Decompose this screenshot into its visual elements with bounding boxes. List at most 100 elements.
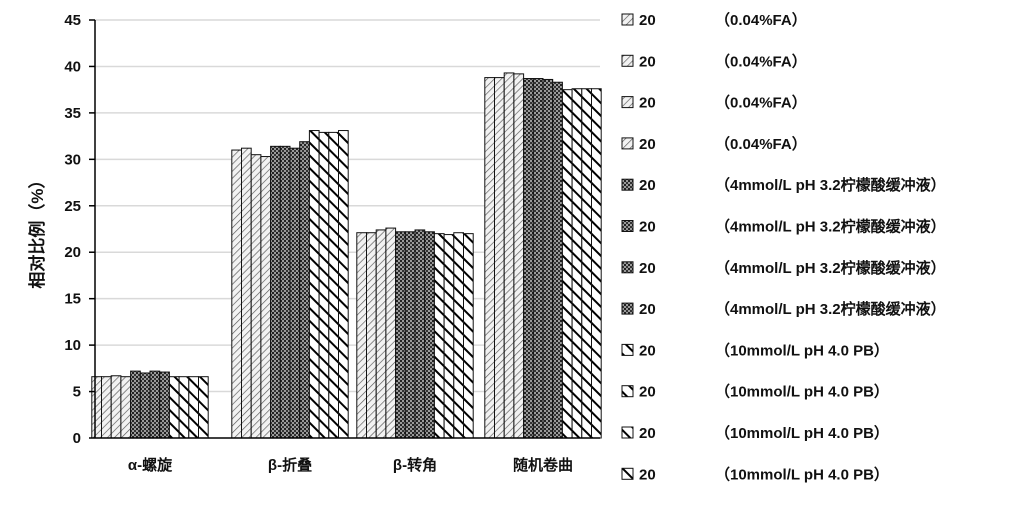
legend-swatch xyxy=(621,178,634,191)
category-label: β-折叠 xyxy=(268,456,312,474)
legend: 20 （0.04%FA） 20 （0.04%FA） 20 （0.04%FA） 20 （0.04… xyxy=(621,11,946,483)
bar xyxy=(375,229,387,439)
legend-item: 20 （10mmol/L pH 4.0 PB） xyxy=(621,341,889,359)
bar xyxy=(101,376,112,439)
y-tick-label: 10 xyxy=(64,337,81,354)
legend-item: 20 （10mmol/L pH 4.0 PB） xyxy=(621,465,889,483)
legend-label: （4mmol/L pH 3.2柠檬酸缓冲液） xyxy=(715,300,946,318)
legend-item: 20 （0.04%FA） xyxy=(621,135,807,153)
legend-label: （4mmol/L pH 3.2柠檬酸缓冲液） xyxy=(715,218,946,236)
legend-swatch xyxy=(621,385,634,398)
legend-prefix: 20 xyxy=(639,53,656,70)
bar xyxy=(328,131,339,439)
bar xyxy=(130,370,141,439)
legend-prefix: 20 xyxy=(639,260,656,277)
legend-label: （0.04%FA） xyxy=(715,11,807,29)
bar xyxy=(404,231,416,439)
legend-label: （4mmol/L pH 3.2柠檬酸缓冲液） xyxy=(715,176,946,194)
bar xyxy=(433,233,445,439)
bars xyxy=(91,72,602,439)
bar xyxy=(188,376,200,439)
bar xyxy=(120,376,132,439)
bar xyxy=(198,376,209,439)
legend-prefix: 20 xyxy=(639,219,656,236)
legend-item: 20 （4mmol/L pH 3.2柠檬酸缓冲液） xyxy=(621,300,946,318)
legend-item: 20 （0.04%FA） xyxy=(621,11,807,29)
bar xyxy=(241,147,252,439)
legend-item: 20 （0.04%FA） xyxy=(621,52,807,70)
bar xyxy=(581,88,592,439)
category-label: β-转角 xyxy=(393,456,437,474)
legend-label: （10mmol/L pH 4.0 PB） xyxy=(715,465,889,483)
bar xyxy=(463,233,474,439)
legend-label: （10mmol/L pH 4.0 PB） xyxy=(715,424,889,442)
legend-prefix: 20 xyxy=(639,466,656,483)
x-tick-labels: α-螺旋 β-折叠 β-转角 随机卷曲 xyxy=(128,456,573,474)
bar xyxy=(414,229,426,439)
legend-label: （4mmol/L pH 3.2柠檬酸缓冲液） xyxy=(715,259,946,277)
y-tick-label: 40 xyxy=(64,58,81,75)
legend-item: 20 （4mmol/L pH 3.2柠檬酸缓冲液） xyxy=(621,218,946,236)
bar xyxy=(159,371,170,439)
y-tick-labels: 0 5 10 15 20 25 30 35 40 45 xyxy=(64,12,81,447)
bar xyxy=(270,145,281,439)
bar xyxy=(424,231,435,439)
bar xyxy=(395,231,406,439)
legend-swatch xyxy=(621,426,634,439)
bar xyxy=(385,227,397,439)
bar xyxy=(484,77,495,439)
legend-swatch xyxy=(621,54,634,67)
axes xyxy=(89,19,600,439)
bar xyxy=(231,149,243,439)
legend-swatch xyxy=(621,302,634,315)
bar xyxy=(552,81,563,439)
bar xyxy=(178,376,190,439)
bar xyxy=(289,147,301,439)
y-tick-label: 25 xyxy=(64,198,81,215)
bar xyxy=(443,234,455,439)
category-label: 随机卷曲 xyxy=(513,456,573,474)
legend-label: （10mmol/L pH 4.0 PB） xyxy=(715,341,889,359)
legend-item: 20 （10mmol/L pH 4.0 PB） xyxy=(621,424,889,442)
legend-swatch xyxy=(621,261,634,274)
category-label: α-螺旋 xyxy=(128,456,173,474)
bar xyxy=(149,370,161,439)
bar xyxy=(308,130,320,439)
legend-swatch xyxy=(621,220,634,232)
legend-prefix: 20 xyxy=(639,384,656,401)
legend-label: （0.04%FA） xyxy=(715,135,807,153)
y-tick-label: 15 xyxy=(64,291,81,308)
y-axis-label: 相对比例（%） xyxy=(27,171,47,288)
legend-prefix: 20 xyxy=(639,12,656,29)
bar xyxy=(591,88,602,439)
legend-item: 20 （0.04%FA） xyxy=(621,94,807,112)
y-tick-label: 5 xyxy=(73,384,81,401)
bar xyxy=(523,78,534,439)
bar xyxy=(366,232,377,439)
bar xyxy=(356,232,367,439)
bar xyxy=(110,375,122,439)
bar xyxy=(532,78,544,439)
y-tick-label: 35 xyxy=(64,105,81,122)
bar xyxy=(513,73,525,439)
legend-prefix: 20 xyxy=(639,136,656,153)
legend-label: （10mmol/L pH 4.0 PB） xyxy=(715,383,889,401)
legend-item: 20 （10mmol/L pH 4.0 PB） xyxy=(621,383,889,401)
legend-item: 20 （4mmol/L pH 3.2柠檬酸缓冲液） xyxy=(621,176,946,194)
y-tick-label: 30 xyxy=(64,151,81,168)
bar xyxy=(338,130,349,439)
bar xyxy=(561,89,573,439)
legend-prefix: 20 xyxy=(639,177,656,194)
bar xyxy=(571,88,583,439)
bar xyxy=(168,376,180,439)
bar xyxy=(299,141,310,439)
legend-label: （0.04%FA） xyxy=(715,52,807,70)
bar xyxy=(139,372,151,439)
y-tick-label: 20 xyxy=(64,244,81,261)
legend-prefix: 20 xyxy=(639,342,656,359)
legend-prefix: 20 xyxy=(639,425,656,442)
legend-prefix: 20 xyxy=(639,95,656,112)
bar xyxy=(318,131,330,439)
legend-swatch xyxy=(621,343,634,356)
